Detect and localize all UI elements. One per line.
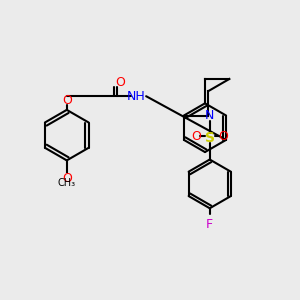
Text: S: S xyxy=(205,131,215,145)
Text: O: O xyxy=(62,94,72,107)
Text: N: N xyxy=(205,109,214,122)
Text: O: O xyxy=(191,130,201,143)
Text: NH: NH xyxy=(126,90,145,103)
Text: F: F xyxy=(206,218,213,231)
Text: O: O xyxy=(62,172,72,185)
Text: O: O xyxy=(115,76,125,89)
Text: CH₃: CH₃ xyxy=(58,178,76,188)
Text: O: O xyxy=(218,130,228,143)
